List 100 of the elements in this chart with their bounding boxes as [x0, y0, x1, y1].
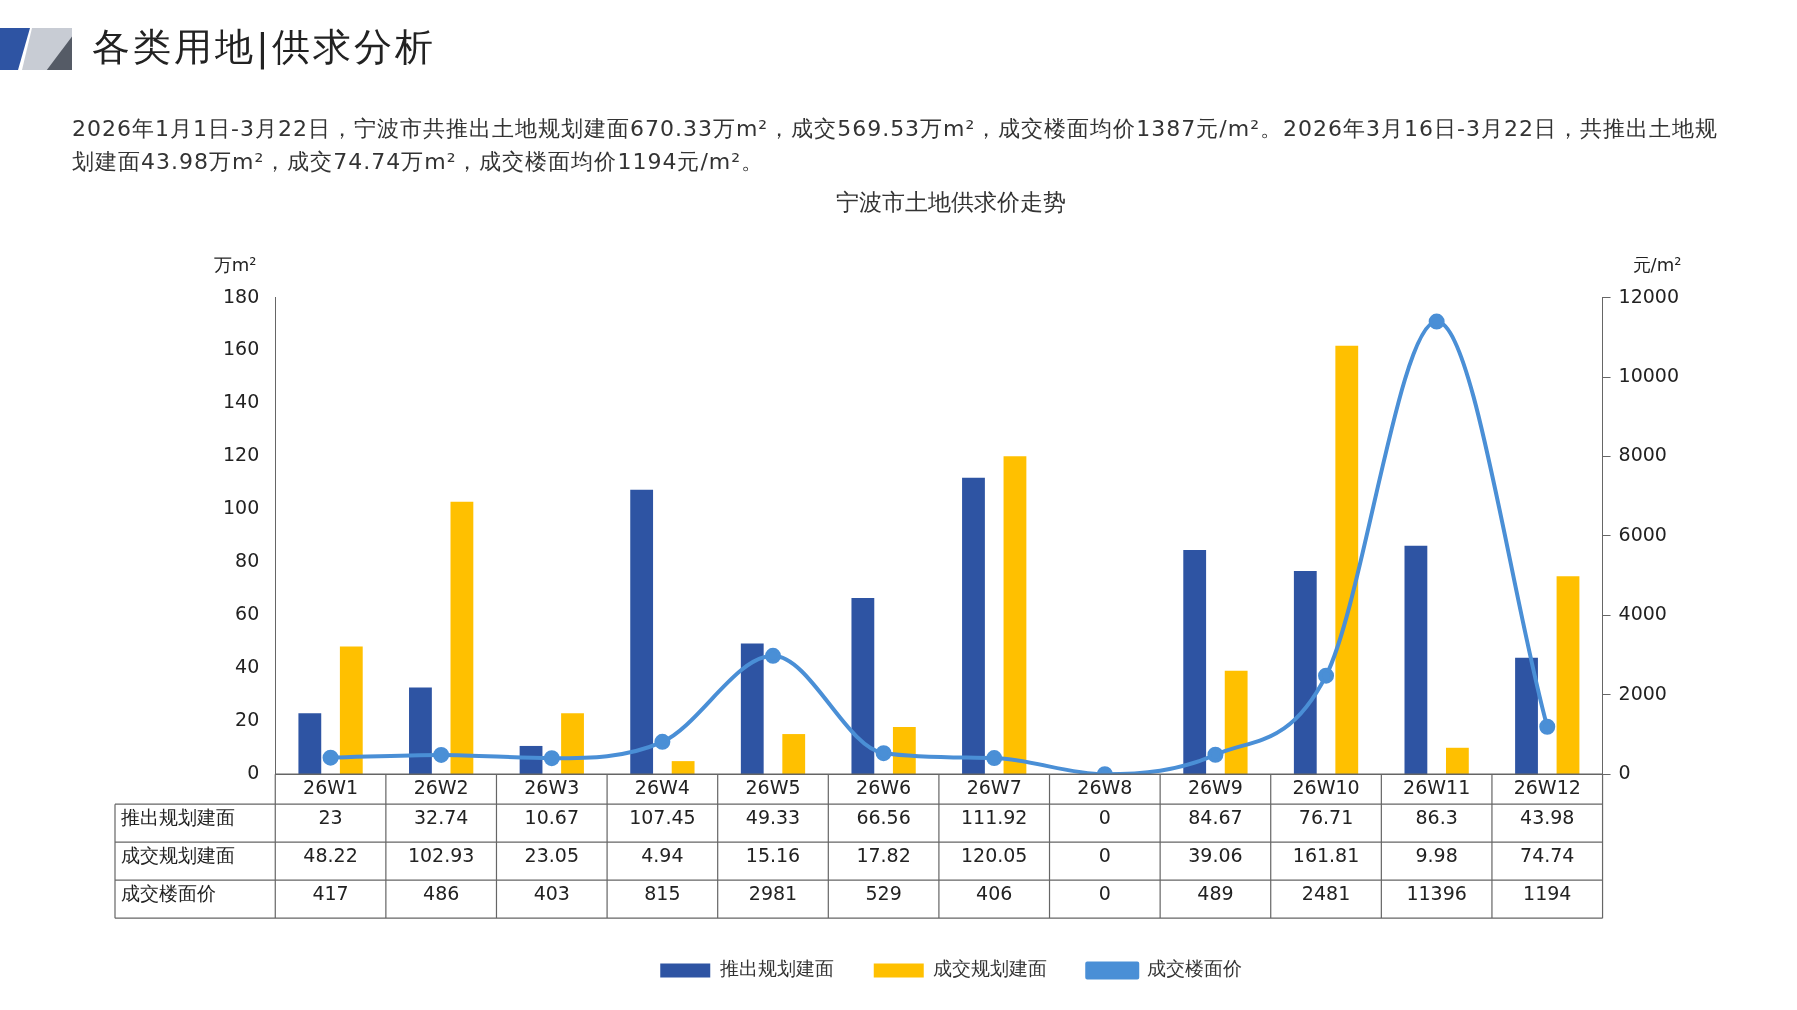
- text: 推出规划建面: [121, 806, 235, 829]
- x-tick-label: 26W3: [524, 775, 580, 798]
- y2-tick-label: 4000: [1618, 602, 1667, 625]
- data-label: 107.45: [629, 806, 696, 829]
- bar: [561, 713, 584, 775]
- legend-label: 推出规划建面: [719, 957, 834, 980]
- bar: [1404, 545, 1428, 775]
- data-label: 0: [1098, 806, 1111, 829]
- x-tick-label: 26W1: [303, 775, 359, 798]
- x-tick-label: 26W12: [1513, 775, 1581, 798]
- data-label: 1194: [1523, 882, 1572, 905]
- data-label: 120.05: [960, 844, 1028, 867]
- y-tick-label: 160: [223, 337, 260, 360]
- data-label: 23: [318, 806, 343, 829]
- bar: [409, 687, 432, 775]
- data-label: 76.71: [1298, 806, 1354, 829]
- data-label: 15.16: [745, 844, 801, 867]
- data-label: 48.22: [303, 844, 358, 867]
- point: [986, 750, 1003, 767]
- y-tick-label: 180: [223, 284, 260, 307]
- data-label: 486: [423, 882, 460, 905]
- y2-tick-label: 8000: [1618, 443, 1667, 466]
- point: [765, 647, 781, 664]
- bar: [1003, 456, 1027, 775]
- data-label: 0: [1098, 844, 1111, 867]
- bar: [1335, 345, 1359, 775]
- bar: [892, 727, 916, 775]
- text: 成交楼面价: [121, 882, 216, 905]
- y-axis-title: 万m²: [213, 254, 257, 276]
- bar: [782, 734, 806, 775]
- y2-tick-label: 0: [1618, 761, 1631, 784]
- point: [1207, 746, 1224, 763]
- bar: [1515, 657, 1538, 775]
- bar: [740, 643, 764, 775]
- y2-tick-label: 10000: [1618, 363, 1680, 386]
- data-label: 84.67: [1188, 806, 1243, 829]
- data-label: 4.94: [641, 844, 684, 867]
- bar: [339, 646, 363, 775]
- data-label: 9.98: [1415, 844, 1458, 867]
- bar: [450, 501, 474, 775]
- data-label: 11396: [1406, 882, 1467, 905]
- bar: [1293, 571, 1317, 775]
- x-tick-label: 26W8: [1077, 775, 1133, 798]
- x-tick-label: 26W10: [1292, 775, 1360, 798]
- data-label: 49.33: [745, 806, 801, 829]
- point: [1318, 667, 1335, 684]
- data-label: 0: [1098, 882, 1111, 905]
- data-label: 66.56: [856, 806, 911, 829]
- bar: [962, 477, 985, 775]
- bar: [1445, 747, 1469, 775]
- data-label: 23.05: [524, 844, 579, 867]
- bar: [1183, 550, 1207, 775]
- data-label: 39.06: [1188, 844, 1243, 867]
- point: [433, 746, 450, 763]
- y2-tick-label: 12000: [1618, 284, 1680, 307]
- y2-axis-title: 元/m²: [1632, 254, 1682, 276]
- data-label: 86.3: [1415, 806, 1458, 829]
- data-label: 815: [644, 882, 681, 905]
- legend-label: 成交楼面价: [1146, 957, 1242, 980]
- y-tick-label: 0: [247, 761, 260, 784]
- y2-tick-label: 2000: [1618, 681, 1667, 704]
- data-label: 2481: [1301, 882, 1351, 905]
- data-label: 2981: [748, 882, 798, 905]
- point: [1428, 313, 1445, 330]
- x-tick-label: 26W6: [856, 775, 912, 798]
- legend-label: 成交规划建面: [933, 957, 1048, 980]
- bar: [851, 597, 875, 775]
- y-tick-label: 20: [235, 708, 260, 731]
- x-tick-label: 26W7: [966, 775, 1022, 798]
- data-label: 10.67: [524, 806, 579, 829]
- x-tick-label: 26W4: [634, 775, 690, 798]
- x-tick-label: 26W5: [745, 775, 801, 798]
- y-tick-label: 100: [223, 496, 260, 519]
- data-label: 161.81: [1292, 844, 1360, 867]
- y-tick-label: 40: [235, 655, 260, 678]
- text: 成交规划建面: [121, 844, 235, 867]
- x-tick-label: 26W11: [1403, 775, 1471, 798]
- y-tick-label: 60: [235, 602, 260, 625]
- data-label: 406: [976, 882, 1013, 905]
- bar: [1224, 670, 1248, 775]
- x-tick-label: 26W9: [1187, 775, 1243, 798]
- data-label: 43.98: [1520, 806, 1575, 829]
- data-label: 17.82: [856, 844, 911, 867]
- data-label: 403: [533, 882, 570, 905]
- bar: [671, 761, 695, 775]
- data-label: 489: [1197, 882, 1234, 905]
- y2-tick-label: 6000: [1618, 522, 1667, 545]
- data-label: 102.93: [407, 844, 475, 867]
- point: [543, 750, 560, 767]
- point: [1539, 718, 1556, 735]
- y-tick-label: 120: [223, 443, 260, 466]
- data-label: 32.74: [413, 806, 469, 829]
- bar: [1556, 576, 1580, 775]
- x-tick-label: 26W2: [413, 775, 469, 798]
- point: [875, 745, 892, 762]
- data-label: 74.74: [1520, 844, 1575, 867]
- bar: [630, 489, 654, 775]
- y-tick-label: 140: [223, 390, 260, 413]
- point: [654, 733, 671, 750]
- data-label: 111.92: [960, 806, 1028, 829]
